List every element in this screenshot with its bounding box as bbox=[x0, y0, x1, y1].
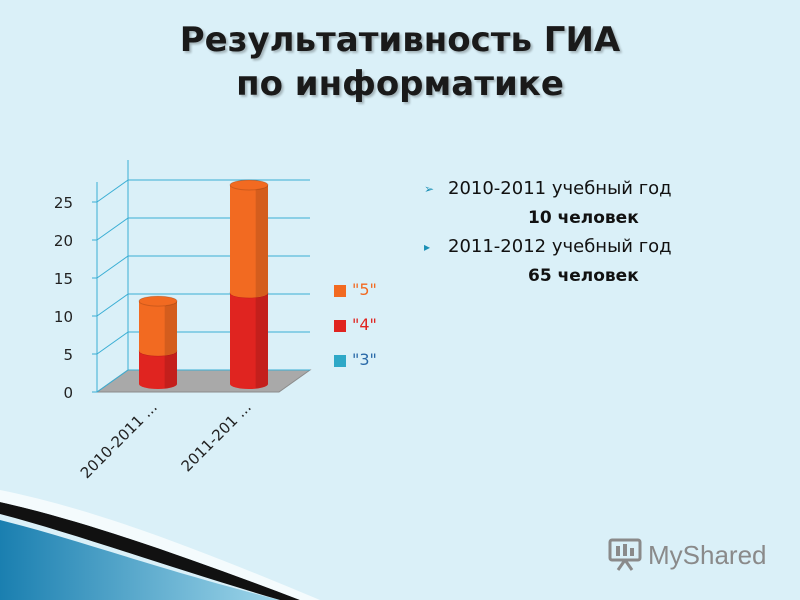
bullet-sub-2: 65 человек bbox=[528, 266, 639, 286]
gridline-side bbox=[96, 331, 129, 355]
gridline-side bbox=[96, 255, 129, 279]
bullet-item-2: ▸ 2011-2012 учебный год bbox=[424, 233, 784, 261]
legend-label: "5" bbox=[352, 280, 377, 299]
gridline-side bbox=[96, 293, 129, 317]
bar-0-0 bbox=[138, 295, 178, 356]
triangle-bullet-icon: ▸ bbox=[424, 240, 431, 254]
y-tick-label: 15 bbox=[54, 270, 73, 288]
legend-label: "4" bbox=[352, 315, 377, 334]
bullet-item-1: ➢ 2010-2011 учебный год bbox=[424, 175, 784, 203]
legend-swatch bbox=[334, 320, 346, 332]
decorative-wave bbox=[0, 490, 320, 600]
title-line-2: по информатике bbox=[236, 64, 564, 104]
bar-0-1 bbox=[229, 179, 269, 298]
slide-title: Результативность ГИА по информатике bbox=[100, 18, 700, 106]
legend-label: "3" bbox=[352, 350, 377, 369]
presentation-icon bbox=[608, 538, 642, 571]
y-tick-label: 20 bbox=[54, 232, 73, 250]
gridline-side bbox=[96, 179, 129, 203]
title-line-1: Результативность ГИА bbox=[179, 20, 621, 60]
x-tick-label: 2011-201 ... bbox=[178, 398, 255, 475]
y-tick-label: 5 bbox=[63, 346, 73, 364]
chart-floor bbox=[95, 369, 312, 393]
gridline-side bbox=[96, 369, 129, 393]
bullet-label-2: 2011-2012 учебный год bbox=[448, 236, 672, 257]
y-tick-label: 0 bbox=[63, 384, 73, 402]
y-tick-label: 10 bbox=[54, 308, 73, 326]
bullet-label-1: 2010-2011 учебный год bbox=[448, 178, 672, 199]
bar-1-1 bbox=[229, 287, 269, 389]
x-tick-label: 2010-2011 ... bbox=[77, 398, 161, 482]
legend-swatch bbox=[334, 355, 346, 367]
gridline-side bbox=[96, 217, 129, 241]
logo-text: MyShared bbox=[648, 540, 767, 570]
bullet-sub-1: 10 человек bbox=[528, 208, 639, 228]
arrow-bullet-icon: ➢ bbox=[424, 182, 435, 196]
bullet-list: ➢ 2010-2011 учебный год 10 человек ▸ 201… bbox=[424, 175, 784, 291]
y-tick-label: 25 bbox=[54, 194, 73, 212]
legend-swatch bbox=[334, 285, 346, 297]
